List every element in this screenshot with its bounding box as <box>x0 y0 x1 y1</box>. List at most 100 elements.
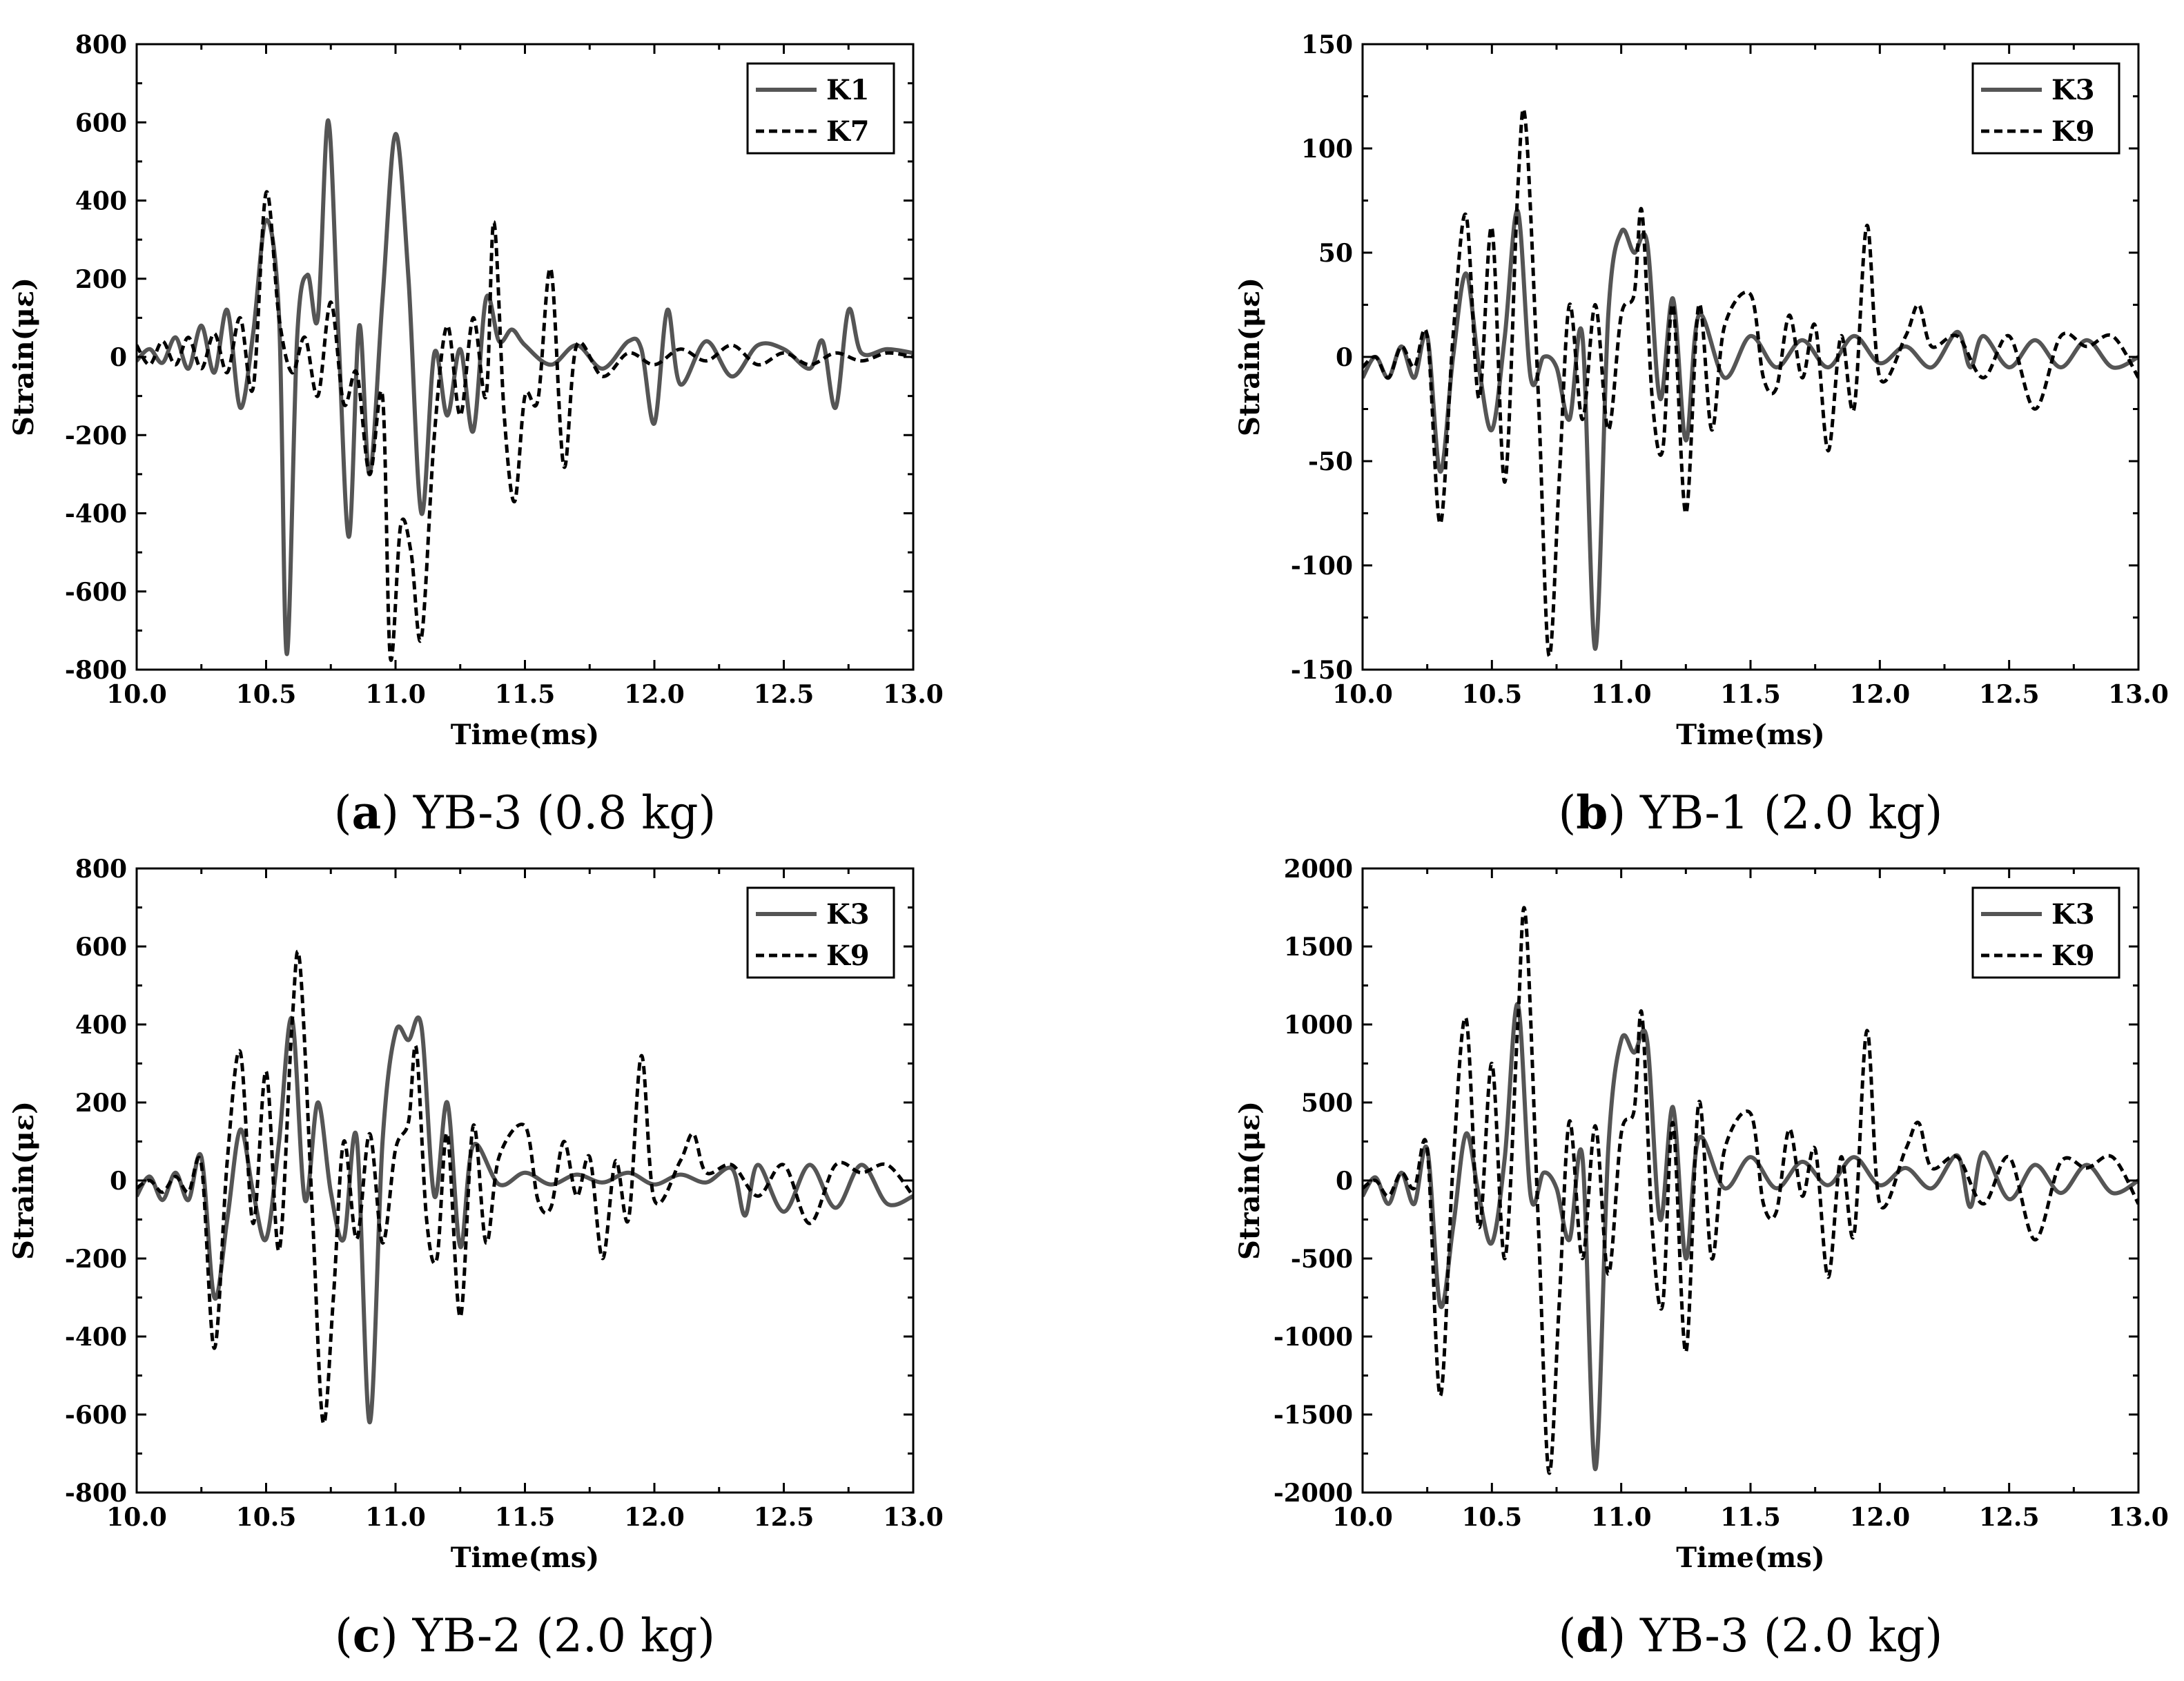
series-line-k3 <box>1363 208 2138 651</box>
series-line-k7 <box>137 190 913 662</box>
y-tick-label: 600 <box>75 933 127 962</box>
x-tick-label: 10.5 <box>236 680 297 709</box>
y-tick-label: 400 <box>75 1011 127 1040</box>
x-tick-label: 10.0 <box>1332 1503 1393 1532</box>
y-tick-label: 0 <box>110 1167 127 1196</box>
series-line-k9 <box>1363 107 2138 658</box>
x-tick-label: 12.0 <box>624 680 685 709</box>
x-tick-label: 13.0 <box>883 680 944 709</box>
legend-label-k3: K3 <box>2051 74 2095 106</box>
panel-caption: (b) YB-1 (2.0 kg) <box>1559 786 1943 839</box>
y-tick-label: 600 <box>75 108 127 137</box>
panel-d: 10.0 10.5 11.0 11.5 12.0 12.5 13.0 -2000 -1500 -1… <box>1234 855 2169 1662</box>
y-tick-label: -1000 <box>1274 1323 1353 1352</box>
x-tick-label: 13.0 <box>883 1503 944 1532</box>
legend-label-k9: K9 <box>2051 115 2095 148</box>
legend-label-k1: K1 <box>826 74 870 106</box>
x-tick-label: 11.5 <box>495 1503 556 1532</box>
x-tick-label: 13.0 <box>2108 1503 2169 1532</box>
x-axis-label: Time(ms) <box>451 1542 599 1574</box>
x-tick-label: 12.5 <box>1979 1503 2040 1532</box>
series-line-k1 <box>137 118 913 657</box>
legend-label-k7: K7 <box>826 115 870 148</box>
x-tick-label: 12.5 <box>1979 680 2040 709</box>
legend-box <box>746 62 895 155</box>
panel-a: 10.0 10.5 11.0 11.5 12.0 12.5 13.0 -800 -600 -400… <box>8 30 944 839</box>
y-tick-label: -600 <box>65 578 127 607</box>
x-tick-label: 12.0 <box>624 1503 685 1532</box>
legend-label-k3: K3 <box>826 898 870 931</box>
y-tick-label: 2000 <box>1284 855 1353 884</box>
x-axis-label: Time(ms) <box>451 719 599 751</box>
series-line-k3 <box>1363 1002 2138 1472</box>
x-axis-label: Time(ms) <box>1676 719 1824 751</box>
y-tick-label: 1500 <box>1284 933 1353 962</box>
x-tick-label: 10.5 <box>1461 680 1522 709</box>
x-tick-label: 11.5 <box>495 680 556 709</box>
y-axis-label: Strain(με) <box>1234 278 1266 436</box>
y-axis-label: Strain(με) <box>8 1101 40 1260</box>
y-tick-label: -200 <box>65 421 127 450</box>
x-tick-label: 11.0 <box>365 1503 426 1532</box>
x-tick-label: 12.5 <box>754 680 815 709</box>
x-tick-label: 12.5 <box>754 1503 815 1532</box>
y-tick-label: 800 <box>75 30 127 59</box>
panel-caption: (a) YB-3 (0.8 kg) <box>334 786 716 839</box>
x-tick-label: 11.5 <box>1720 1503 1781 1532</box>
y-tick-label: -400 <box>65 500 127 529</box>
y-tick-label: 400 <box>75 187 127 216</box>
x-tick-label: 10.0 <box>106 680 167 709</box>
y-tick-label: 150 <box>1301 30 1353 59</box>
y-tick-label: 1000 <box>1284 1011 1353 1040</box>
panel-caption: (c) YB-2 (2.0 kg) <box>335 1609 715 1662</box>
y-tick-label: 0 <box>1336 1167 1353 1196</box>
legend-box <box>1971 886 2120 979</box>
x-tick-label: 10.0 <box>106 1503 167 1532</box>
y-tick-label: 200 <box>75 1089 127 1118</box>
y-tick-label: -600 <box>65 1401 127 1430</box>
y-tick-label: -50 <box>1308 447 1353 476</box>
y-tick-label: -800 <box>65 1479 127 1508</box>
panel-b: 10.0 10.5 11.0 11.5 12.0 12.5 13.0 -150 -100 -50 0… <box>1234 30 2169 839</box>
y-tick-label: 500 <box>1301 1089 1353 1118</box>
y-tick-label: 800 <box>75 855 127 884</box>
y-tick-label: 50 <box>1318 239 1353 268</box>
y-tick-label: 0 <box>110 343 127 372</box>
series-line-k9 <box>1363 906 2138 1475</box>
y-tick-label: 100 <box>1301 135 1353 164</box>
x-tick-label: 13.0 <box>2108 680 2169 709</box>
y-tick-label: -400 <box>65 1323 127 1352</box>
panel-c: 10.0 10.5 11.0 11.5 12.0 12.5 13.0 -800 -600 -400… <box>8 855 944 1662</box>
legend-label-k9: K9 <box>2051 940 2095 972</box>
y-tick-label: -800 <box>65 656 127 685</box>
x-tick-label: 10.5 <box>1461 1503 1522 1532</box>
x-tick-label: 11.0 <box>1591 1503 1652 1532</box>
legend-box <box>1971 62 2120 155</box>
y-tick-label: -150 <box>1291 656 1353 685</box>
y-tick-label: -200 <box>65 1245 127 1274</box>
x-tick-label: 12.0 <box>1849 680 1910 709</box>
x-tick-label: 11.5 <box>1720 680 1781 709</box>
y-tick-label: -100 <box>1291 552 1353 581</box>
y-tick-label: 0 <box>1336 343 1353 372</box>
y-axis-label: Strain(με) <box>1234 1101 1266 1260</box>
x-tick-label: 12.0 <box>1849 1503 1910 1532</box>
x-tick-label: 11.0 <box>1591 680 1652 709</box>
x-tick-label: 11.0 <box>365 680 426 709</box>
x-axis-label: Time(ms) <box>1676 1542 1824 1574</box>
legend-box <box>746 886 895 979</box>
panel-caption: (d) YB-3 (2.0 kg) <box>1559 1609 1943 1662</box>
series-line-k9 <box>137 949 913 1426</box>
x-tick-label: 10.0 <box>1332 680 1393 709</box>
legend-label-k9: K9 <box>826 940 870 972</box>
y-tick-label: 200 <box>75 265 127 294</box>
y-tick-label: -500 <box>1291 1245 1353 1274</box>
y-axis-label: Strain(με) <box>8 278 40 436</box>
series-line-k3 <box>137 1015 913 1425</box>
y-tick-label: -2000 <box>1274 1479 1353 1508</box>
